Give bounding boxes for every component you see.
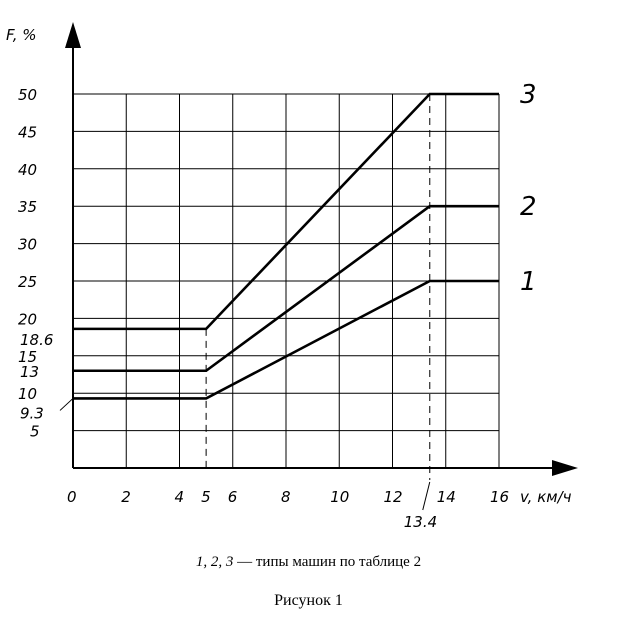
x-extra-label: 13.4 <box>404 513 437 531</box>
caption-text: — типы машин по таблице 2 <box>233 554 422 570</box>
x-tick-label: 8 <box>281 488 291 506</box>
x-tick-label: 6 <box>228 488 238 506</box>
y-axis-arrow-icon <box>65 22 81 48</box>
y-axis-title: F, % <box>6 26 36 44</box>
caption-series-numbers: 1, 2, 3 <box>195 554 234 570</box>
y-extra-label: 13 <box>20 363 39 381</box>
y-tick-label: 50 <box>18 86 37 104</box>
series-label-1: 1 <box>520 267 537 297</box>
x-tick-label: 4 <box>175 488 185 506</box>
figure-title: Рисунок 1 <box>274 592 343 609</box>
y-tick-label: 5 <box>30 423 40 441</box>
y-tick-label: 10 <box>18 385 37 403</box>
x-tick-label: 2 <box>121 488 131 506</box>
y-tick-label: 40 <box>18 161 37 179</box>
series-label-3: 3 <box>520 80 537 110</box>
figure-legend-caption: 1, 2, 3 — типы машин по таблице 2 <box>0 554 617 571</box>
series-label-2: 2 <box>520 192 537 222</box>
x-axis-arrow-icon <box>552 460 578 476</box>
x-tick-label: 12 <box>384 488 403 506</box>
y-extra-label: 18.6 <box>20 331 53 349</box>
x-extra-label-leader <box>422 481 431 511</box>
y-tick-label: 30 <box>18 236 37 254</box>
series-lines <box>73 92 499 400</box>
series-line-2 <box>73 204 499 373</box>
y-tick-label: 35 <box>18 198 37 216</box>
y-tick-label: 15 <box>18 348 37 366</box>
x-tick-label: 10 <box>330 488 349 506</box>
x-tick-label: 14 <box>437 488 456 506</box>
x-tick-label: 0 <box>67 488 77 506</box>
x-tick-label: 16 <box>490 488 509 506</box>
y-tick-label: 25 <box>18 273 37 291</box>
series-line-1 <box>73 279 499 400</box>
axes <box>65 22 578 476</box>
y-tick-label: 20 <box>18 310 37 328</box>
x-tick-label: 5 <box>201 488 211 506</box>
reference-lines <box>205 94 431 480</box>
y-tick-label: 45 <box>18 123 37 141</box>
y-extra-label: 9.3 <box>20 404 44 422</box>
x-axis-title: v, км/ч <box>520 488 572 506</box>
y-extra-label-leader <box>59 398 74 411</box>
series-line-3 <box>73 92 499 331</box>
